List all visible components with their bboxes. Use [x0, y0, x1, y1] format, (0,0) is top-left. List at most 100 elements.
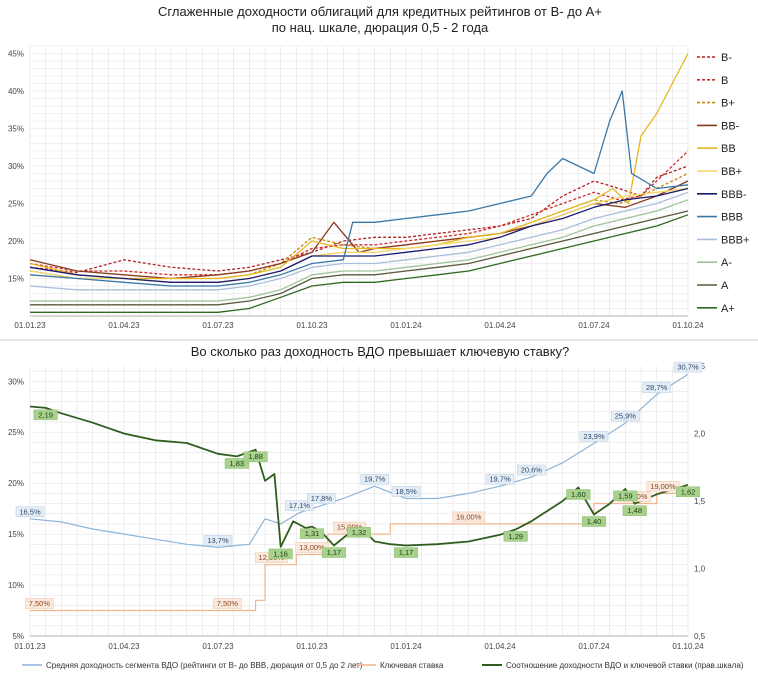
vdo-data-label: 17,1% — [289, 501, 311, 510]
ratio-data-label: 1,59 — [618, 491, 633, 500]
chart1-y-tick-label: 15% — [8, 275, 24, 284]
legend-label-b: B — [721, 75, 728, 87]
ratio-data-label: 1,60 — [571, 490, 586, 499]
ratings-yield-chart: Сглаженные доходности облигаций для кред… — [8, 4, 749, 330]
ratio-data-label: 1,31 — [305, 529, 320, 538]
chart1-series — [29, 53, 689, 313]
chart2-y-left-tick-label: 10% — [8, 581, 24, 590]
chart2-x-tick-label: 01.07.23 — [202, 642, 234, 651]
legend-label-key-rate: Ключевая ставка — [380, 661, 444, 670]
legend-label-bb: BB — [721, 143, 736, 155]
chart1-x-tick-label: 01.04.24 — [484, 321, 516, 330]
chart2-x-tick-label: 01.01.24 — [390, 642, 422, 651]
chart1-x-tick-label: 01.10.24 — [672, 321, 704, 330]
series-line-bbb — [29, 90, 689, 287]
key-rate-data-label-box — [646, 481, 680, 492]
ratio-data-label-box — [33, 409, 58, 421]
series-line-a — [30, 210, 689, 306]
ratio-data-label: 1,48 — [627, 506, 642, 515]
chart2-y-right-tick-label: 2,0 — [694, 430, 706, 439]
vdo-data-label-box — [15, 506, 45, 518]
chart1-y-tick-label: 35% — [8, 125, 24, 134]
vdo-data-label-box — [203, 535, 233, 546]
vdo-data-label-box — [485, 473, 515, 485]
vdo-data-label-box — [285, 500, 314, 511]
ratio-data-label: 1,29 — [508, 532, 523, 541]
series-line-bbb — [29, 187, 689, 283]
vdo-data-label: 13,7% — [207, 536, 229, 545]
chart1-x-tick-label: 01.07.24 — [578, 321, 610, 330]
chart2-annotations: 16,5% 13,7% 17,1%17,8% 19,7% 18,5% 19,7% 20,6%… — [15, 361, 703, 609]
chart2-y-left-tick-label: 30% — [8, 377, 24, 386]
chart2-y-right-tick-label: 1,0 — [694, 565, 706, 574]
chart1-subtitle: по нац. шкале, дюрация 0,5 - 2 года — [272, 20, 489, 35]
ratio-data-label: 1,40 — [587, 517, 602, 526]
chart2-y-left-tick-label: 20% — [8, 479, 24, 488]
key-rate-data-label: 19,00% — [650, 482, 676, 491]
vdo-data-label-box — [391, 486, 421, 497]
chart2-title: Во сколько раз доходность ВДО превышает … — [191, 344, 570, 359]
vdo-data-label-box — [642, 382, 671, 393]
series-line-a — [30, 199, 689, 302]
legend-label-b: B+ — [721, 98, 735, 110]
vdo-data-label-box — [517, 464, 546, 476]
chart1-x-tick-label: 01.01.23 — [14, 321, 46, 330]
legend-label-b: B- — [721, 52, 732, 64]
ratio-data-label-box — [503, 531, 528, 542]
chart2-x-tick-label: 01.10.23 — [296, 642, 328, 651]
vdo-data-label-box — [360, 473, 389, 485]
vdo-data-label-box — [307, 493, 336, 504]
key-rate-data-label: 16,00% — [456, 512, 482, 521]
vdo-data-label-box — [579, 431, 609, 442]
vdo-data-label: 25,9% — [615, 412, 637, 421]
ratio-data-label-box — [299, 528, 325, 539]
legend-label-bb: BB- — [721, 120, 740, 132]
series-line-b — [29, 150, 689, 276]
ratio-data-label-box — [566, 489, 591, 500]
ratio-data-label-box — [622, 505, 647, 516]
chart1-y-tick-label: 40% — [8, 87, 24, 96]
series-line-b — [29, 165, 689, 274]
ratio-data-label: 1,32 — [352, 528, 367, 537]
legend-label-a: A- — [721, 257, 732, 269]
legend-label-vdo-average-yield: Средняя доходность сегмента ВДО (рейтинг… — [46, 661, 363, 670]
key-rate-data-label-box — [25, 598, 54, 609]
ratio-data-label-box — [268, 548, 293, 560]
vdo-data-label: 18,5% — [395, 487, 417, 496]
vdo-vs-key-rate-chart: Во сколько раз доходность ВДО превышает … — [8, 344, 744, 670]
ratio-data-label-box — [243, 451, 268, 462]
chart2-y-right-tick-label: 1,5 — [694, 497, 706, 506]
chart1-x-tick-label: 01.07.23 — [202, 321, 234, 330]
chart2-y-left-tick-label: 15% — [8, 530, 24, 539]
vdo-data-label: 30,7% — [677, 363, 699, 372]
legend-label-bbb: BBB+ — [721, 234, 749, 246]
legend-label-bbb: BBB- — [721, 189, 747, 201]
ratio-data-label-box — [321, 547, 346, 558]
vdo-data-label-box — [611, 410, 640, 422]
chart2-x-tick-label: 01.01.23 — [14, 642, 46, 651]
chart1-y-tick-label: 45% — [8, 50, 24, 59]
vdo-data-label: 20,6% — [521, 466, 543, 475]
chart1-x-axis: 01.01.23 01.04.23 01.07.23 01.10.23 01.01.24… — [14, 321, 704, 330]
vdo-data-label: 16,5% — [19, 507, 41, 516]
ratio-data-label: 1,88 — [248, 452, 263, 461]
chart2-y-axis-left: 5% 10% 15% 20% 25% 30% — [8, 377, 24, 641]
chart2-grid — [29, 366, 689, 637]
vdo-data-label: 19,7% — [364, 475, 386, 484]
chart2-x-tick-label: 01.07.24 — [578, 642, 610, 651]
chart1-y-tick-label: 30% — [8, 162, 24, 171]
chart2-x-tick-label: 01.04.24 — [484, 642, 516, 651]
chart2-x-tick-label: 01.04.23 — [108, 642, 140, 651]
key-rate-data-label: 13,00% — [299, 543, 325, 552]
vdo-data-label: 19,7% — [489, 475, 511, 484]
chart2-y-axis-right: 0,51,01,52,02,5 — [694, 362, 706, 641]
legend-label-a: A+ — [721, 303, 735, 315]
chart2-y-left-tick-label: 25% — [8, 428, 24, 437]
key-rate-data-label-box — [213, 598, 242, 609]
chart1-y-axis: 15% 20% 25% 30% 35% 40% 45% — [8, 50, 24, 284]
key-rate-data-label: 7,50% — [29, 599, 51, 608]
ratio-data-label-box — [675, 486, 701, 498]
ratio-data-label: 1,62 — [681, 487, 696, 496]
